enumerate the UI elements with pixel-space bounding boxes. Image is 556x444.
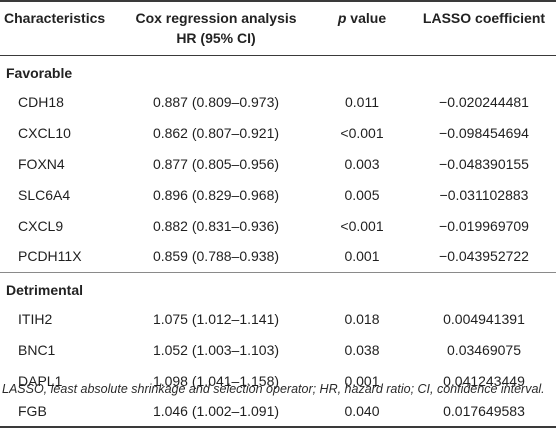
p-value-cell: 0.001 — [344, 372, 380, 389]
header-cox-regression: Cox regression analysis HR (95% CI) — [120, 0, 312, 56]
gene-name-cell: PCDH11X — [18, 248, 82, 265]
group-header-row: Detrimental — [0, 271, 556, 303]
header-p-symbol: p — [337, 10, 347, 26]
hazard-ratio-cell: 1.098 (1.041–1.158) — [152, 372, 280, 389]
lasso-coefficient-cell: 0.041243449 — [443, 372, 525, 389]
table-row: DAPL1 1.098 (1.041–1.158) 0.001 0.041243449 — [0, 365, 556, 396]
lasso-coefficient-cell: 0.03469075 — [447, 341, 521, 358]
header-row: Characteristics Cox regression analysis … — [0, 0, 556, 56]
p-value-cell: 0.018 — [344, 310, 380, 327]
p-value-cell: 0.001 — [344, 248, 380, 265]
group-label: Favorable — [6, 65, 73, 82]
gene-name-cell: DAPL1 — [18, 372, 63, 389]
table-row: FGB 1.046 (1.002–1.091) 0.040 0.017649583 — [0, 396, 556, 428]
table-row: SLC6A4 0.896 (0.829–0.968) 0.005 −0.0311028… — [0, 179, 556, 210]
p-value-cell: 0.003 — [344, 155, 380, 172]
header-cox-line2: HR (95% CI) — [176, 30, 256, 46]
lasso-coefficient-cell: −0.020244481 — [439, 93, 529, 110]
gene-name-cell: ITIH2 — [18, 310, 53, 327]
group-label: Detrimental — [0, 271, 556, 303]
header-lasso-coefficient: LASSO coefficient — [412, 0, 556, 56]
lasso-coefficient-cell: 0.017649583 — [412, 396, 556, 428]
table-header: Characteristics Cox regression analysis … — [0, 0, 556, 56]
hazard-ratio-cell: 0.859 (0.788–0.938) — [152, 248, 280, 265]
header-p-rest: value — [346, 10, 387, 26]
group-header-row: Favorable — [0, 55, 556, 86]
results-table: Characteristics Cox regression analysis … — [0, 0, 556, 428]
gene-name-cell: CXCL10 — [18, 124, 71, 141]
gene-name-cell: SLC6A4 — [18, 186, 71, 203]
hazard-ratio-cell: 0.882 (0.831–0.936) — [152, 217, 280, 234]
hazard-ratio-cell: 1.046 (1.002–1.091) — [120, 396, 312, 428]
p-value-cell: 0.005 — [344, 186, 380, 203]
p-value-cell: 0.040 — [312, 396, 412, 428]
hazard-ratio-cell: 0.877 (0.805–0.956) — [152, 155, 280, 172]
table-row: PCDH11X 0.859 (0.788–0.938) 0.001 −0.043952… — [0, 241, 556, 272]
gene-name-cell: CDH18 — [18, 93, 64, 110]
lasso-coefficient-cell: −0.019969709 — [439, 217, 529, 234]
p-value-cell: <0.001 — [340, 124, 384, 141]
gene-name-cell: CXCL9 — [18, 217, 64, 234]
hazard-ratio-cell: 1.075 (1.012–1.141) — [152, 310, 280, 327]
table-row: CDH18 0.887 (0.809–0.973) 0.011 −0.02024448… — [0, 86, 556, 117]
lasso-coefficient-cell: −0.043952722 — [439, 248, 529, 265]
table-row: CXCL10 0.862 (0.807–0.921) <0.001 −0.098454… — [0, 117, 556, 148]
table-row: CXCL9 0.882 (0.831–0.936) <0.001 −0.0199697… — [0, 210, 556, 241]
hazard-ratio-cell: 1.052 (1.003–1.103) — [152, 341, 280, 358]
hazard-ratio-cell: 0.887 (0.809–0.973) — [152, 93, 280, 110]
p-value-cell: <0.001 — [340, 217, 384, 234]
table-footnote: LASSO, least absolute shrinkage and sele… — [2, 382, 545, 396]
gene-name-cell: FOXN4 — [18, 155, 65, 172]
lasso-coefficient-cell: −0.048390155 — [439, 155, 529, 172]
table-row: ITIH2 1.075 (1.012–1.141) 0.018 0.004941391 — [0, 303, 556, 334]
lasso-coefficient-cell: −0.098454694 — [439, 124, 529, 141]
header-cox-line1: Cox regression analysis — [135, 10, 297, 26]
hazard-ratio-cell: 0.896 (0.829–0.968) — [152, 186, 280, 203]
table-row: FOXN4 0.877 (0.805–0.956) 0.003 −0.04839015… — [0, 148, 556, 179]
lasso-coefficient-cell: −0.031102883 — [439, 186, 529, 203]
gene-name-cell: BNC1 — [18, 341, 56, 358]
gene-name-cell: FGB — [0, 396, 120, 428]
p-value-cell: 0.038 — [344, 341, 380, 358]
table-row: BNC1 1.052 (1.003–1.103) 0.038 0.03469075 — [0, 334, 556, 365]
p-value-cell: 0.011 — [345, 93, 379, 110]
hazard-ratio-cell: 0.862 (0.807–0.921) — [152, 124, 280, 141]
table-body: Favorable CDH18 0.887 (0.809–0.973) 0.011 −0… — [0, 55, 556, 428]
header-characteristics: Characteristics — [0, 0, 120, 56]
lasso-coefficient-cell: 0.004941391 — [443, 310, 525, 327]
header-p-value: p value — [312, 0, 412, 56]
